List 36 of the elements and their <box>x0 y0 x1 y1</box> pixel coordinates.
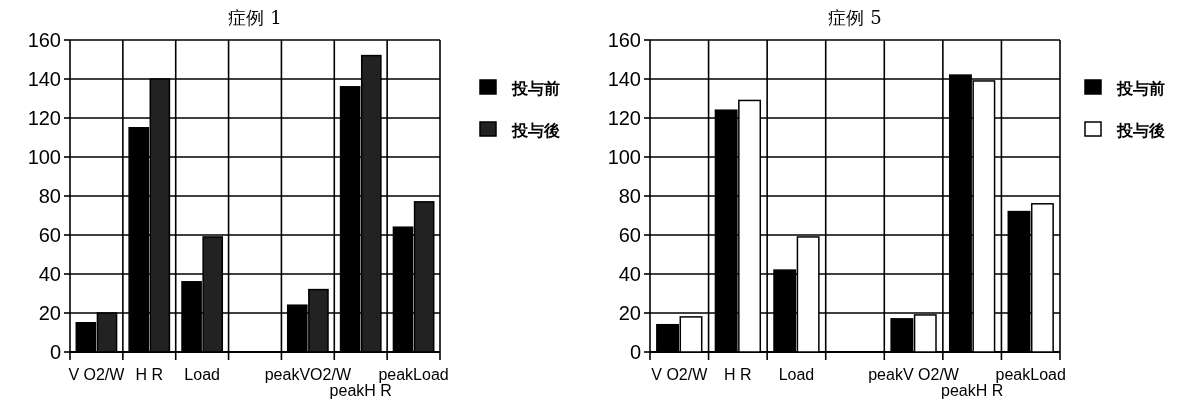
y-tick-label: 40 <box>618 263 641 285</box>
chart-title: 症例 1 <box>228 7 282 28</box>
y-tick-label: 140 <box>607 68 641 90</box>
legend-label: 投与前 <box>1116 80 1165 97</box>
y-tick-label: 120 <box>27 107 61 129</box>
legend-label: 投与後 <box>1116 122 1165 139</box>
y-tick-label: 160 <box>607 29 641 51</box>
y-tick-label: 120 <box>607 107 641 129</box>
x-tick-label: peakVO2/W <box>264 366 352 383</box>
y-tick-label: 60 <box>38 224 61 246</box>
x-tick-label: Load <box>778 366 815 383</box>
y-tick-label: 20 <box>618 302 641 324</box>
x-tick-label: peakH R <box>329 382 392 399</box>
x-tick-label: peakLoad <box>378 366 449 383</box>
y-tick-label: 80 <box>618 185 641 207</box>
legend-label: 投与前 <box>511 80 560 97</box>
y-tick-label: 100 <box>607 146 641 168</box>
y-tick-label: 100 <box>27 146 61 168</box>
y-tick-label: 160 <box>27 29 61 51</box>
legend-label: 投与後 <box>511 122 560 139</box>
x-tick-label: peakLoad <box>995 366 1066 383</box>
x-tick-label: V O2/W <box>68 366 126 383</box>
x-tick-label: peakH R <box>941 382 1004 399</box>
x-tick-label: Load <box>184 366 220 383</box>
x-tick-label: peakV O2/W <box>868 366 960 383</box>
x-tick-label: V O2/W <box>651 366 709 383</box>
x-tick-label: H R <box>135 366 164 383</box>
y-tick-label: 40 <box>38 263 61 285</box>
x-tick-label: H R <box>724 366 752 383</box>
y-tick-label: 60 <box>618 224 641 246</box>
y-tick-label: 80 <box>38 185 61 207</box>
y-tick-label: 0 <box>629 341 641 363</box>
y-tick-label: 0 <box>49 341 61 363</box>
chart-title: 症例 5 <box>828 7 882 28</box>
y-tick-label: 140 <box>27 68 61 90</box>
y-tick-label: 20 <box>38 302 61 324</box>
